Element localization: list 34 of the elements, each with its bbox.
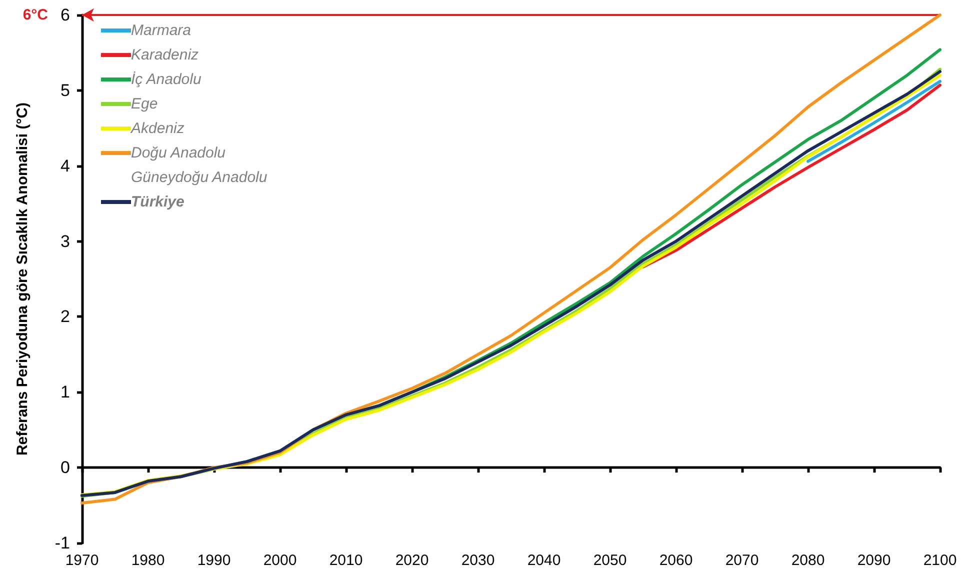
y-tick-label: 0	[60, 458, 70, 478]
x-tick-label: 2020	[395, 552, 429, 569]
y-tick-label: 2	[60, 307, 70, 326]
x-tick-label: 1990	[197, 552, 231, 569]
legend-label: Doğu Anadolu	[131, 144, 226, 162]
x-tick-label: 2030	[461, 552, 495, 569]
x-tick-label: 2100	[923, 552, 957, 569]
x-tick-label: 2050	[593, 552, 627, 569]
x-tick-label: 1980	[131, 552, 165, 569]
x-tick-label: 2040	[527, 552, 561, 569]
x-tick-label: 2070	[725, 552, 759, 569]
y-tick-label: -1	[54, 534, 70, 552]
legend-label: İç Anadolu	[131, 71, 202, 88]
legend-label: Akdeniz	[130, 120, 185, 137]
x-tick-label: 2000	[263, 552, 297, 569]
line-series	[642, 84, 942, 268]
x-tick-label: 2080	[791, 552, 825, 569]
y-tick-label: 4	[60, 156, 70, 176]
line-series	[806, 80, 942, 163]
y-tick-label: 3	[60, 232, 70, 251]
legend-label: Ege	[131, 96, 158, 112]
legend-label: Karadeniz	[131, 46, 200, 64]
y-tick-label: 1	[60, 382, 70, 402]
x-tick-label: 1970	[65, 552, 99, 569]
legend-label: Türkiye	[131, 194, 184, 210]
y-tick-label: 6	[60, 6, 70, 24]
x-tick-label: 2060	[659, 552, 693, 569]
x-tick-label: 2010	[329, 552, 363, 569]
legend-label: Marmara	[131, 22, 192, 39]
text: Güneydoğu Anadolu	[131, 169, 268, 186]
y-axis-title: Referans Periyoduna göre Sıcaklık Anomalisi (°C)	[14, 102, 31, 456]
y-tick-label: 5	[60, 80, 70, 100]
x-tick-label: 2090	[857, 552, 891, 569]
ref-line-label: 6°C	[22, 6, 48, 24]
